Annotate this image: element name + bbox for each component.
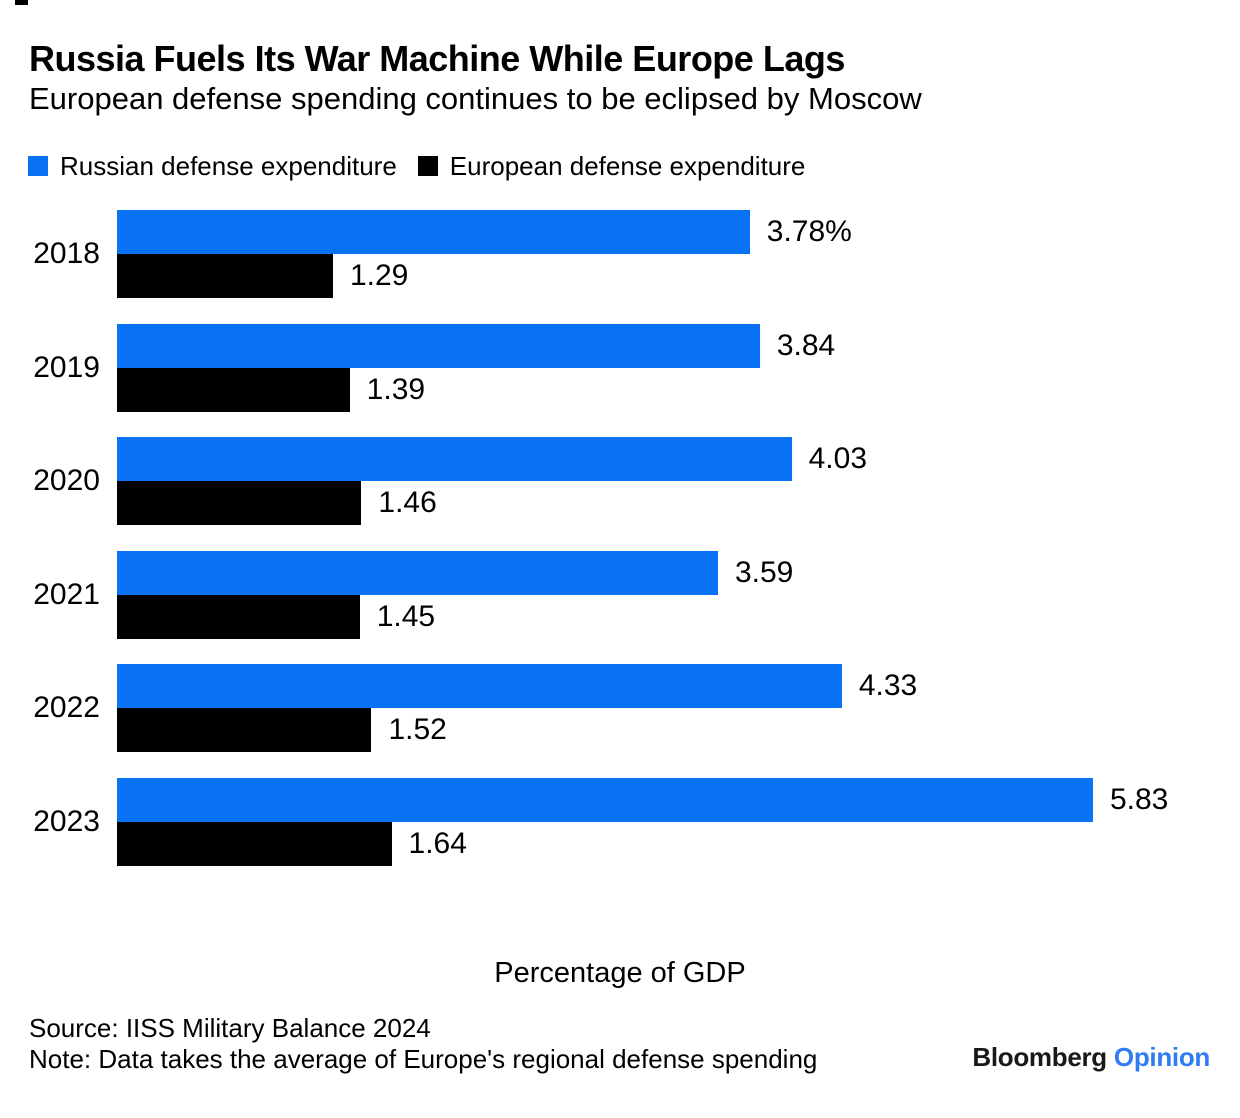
bar-europe-2022 <box>117 708 372 752</box>
bar-line-europe-2019: 1.39 <box>117 367 1210 412</box>
bar-line-russia-2021: 3.59 <box>117 550 1210 595</box>
bar-europe-2020 <box>117 481 362 525</box>
chart-row-2023: 2023 5.83 1.64 <box>29 777 1210 866</box>
bar-russia-2021 <box>117 550 718 595</box>
chart-row-2020: 2020 4.03 1.46 <box>29 437 1210 525</box>
bar-europe-2019 <box>117 367 350 412</box>
value-label-europe-2018: 1.29 <box>349 259 409 292</box>
bar-line-russia-2020: 4.03 <box>117 437 1210 481</box>
value-label-europe-2021: 1.45 <box>376 599 436 633</box>
bar-europe-2023 <box>117 821 392 866</box>
legend-item-europe: European defense expenditure <box>417 151 806 181</box>
bars-group-2023: 5.83 1.64 <box>117 777 1210 866</box>
category-label-2021: 2021 <box>33 577 100 611</box>
bars-group-2022: 4.33 1.52 <box>117 664 1210 752</box>
legend-swatch-europe-icon <box>417 156 438 176</box>
bar-chart-plot-area: 2018 3.78% 1.29 2019 3.84 1.39 2020 4.03 1.46 202… <box>29 210 1210 866</box>
chart-subtitle: European defense spending continues to b… <box>29 81 922 116</box>
category-label-2019: 2019 <box>33 350 100 384</box>
chart-row-2022: 2022 4.33 1.52 <box>29 664 1210 752</box>
category-label-2020: 2020 <box>33 464 100 497</box>
value-label-russia-2020: 4.03 <box>808 442 867 475</box>
category-label-2022: 2022 <box>33 691 100 724</box>
chart-row-2021: 2021 3.59 1.45 <box>29 550 1210 639</box>
bars-group-2021: 3.59 1.45 <box>117 550 1210 639</box>
bar-line-europe-2022: 1.52 <box>117 708 1210 752</box>
value-label-russia-2022: 4.33 <box>858 669 918 702</box>
category-label-2018: 2018 <box>33 237 100 270</box>
bar-line-russia-2022: 4.33 <box>117 664 1210 708</box>
source-note: Source: IISS Military Balance 2024 <box>29 1013 431 1043</box>
legend-swatch-russia-icon <box>28 156 48 176</box>
chart-row-2019: 2019 3.84 1.39 <box>29 323 1210 412</box>
value-label-europe-2022: 1.52 <box>388 713 447 746</box>
bar-russia-2023 <box>117 777 1093 822</box>
corner-tag-mark <box>15 0 28 5</box>
value-label-europe-2019: 1.39 <box>366 372 426 406</box>
category-label-2023: 2023 <box>33 804 100 838</box>
brand-name: Bloomberg <box>972 1042 1107 1072</box>
bar-line-europe-2021: 1.45 <box>117 594 1210 639</box>
chart-title: Russia Fuels Its War Machine While Europ… <box>29 38 845 79</box>
bar-russia-2019 <box>117 323 760 368</box>
bar-line-europe-2023: 1.64 <box>117 821 1210 866</box>
value-label-europe-2023: 1.64 <box>408 826 467 860</box>
bars-group-2018: 3.78% 1.29 <box>117 210 1210 298</box>
bar-russia-2018 <box>117 210 750 254</box>
bar-line-europe-2018: 1.29 <box>117 254 1210 298</box>
legend-item-russia: Russian defense expenditure <box>28 153 397 179</box>
bar-europe-2018 <box>117 254 333 298</box>
chart-footer: Source: IISS Military Balance 2024 Note:… <box>29 1013 1210 1075</box>
value-label-russia-2023: 5.83 <box>1109 782 1169 816</box>
chart-row-2018: 2018 3.78% 1.29 <box>29 210 1210 298</box>
value-label-russia-2019: 3.84 <box>776 328 836 362</box>
bar-europe-2021 <box>117 594 360 639</box>
data-note: Note: Data takes the average of Europe's… <box>29 1044 818 1074</box>
brand-product: Opinion <box>1113 1042 1210 1072</box>
bar-line-russia-2019: 3.84 <box>117 323 1210 368</box>
bar-line-russia-2018: 3.78% <box>117 210 1210 254</box>
bar-line-europe-2020: 1.46 <box>117 481 1210 525</box>
bar-russia-2020 <box>117 437 792 481</box>
value-label-russia-2018: 3.78% <box>766 215 852 248</box>
bar-line-russia-2023: 5.83 <box>117 777 1210 822</box>
legend: Russian defense expenditure European def… <box>28 153 805 179</box>
legend-label-europe: European defense expenditure <box>449 151 806 181</box>
bar-russia-2022 <box>117 664 842 708</box>
legend-label-russia: Russian defense expenditure <box>60 151 397 181</box>
x-axis-label: Percentage of GDP <box>494 957 746 989</box>
bloomberg-opinion-logo: Bloomberg Opinion <box>972 1042 1210 1075</box>
footnotes: Source: IISS Military Balance 2024 Note:… <box>29 1013 817 1075</box>
bars-group-2020: 4.03 1.46 <box>117 437 1210 525</box>
bars-group-2019: 3.84 1.39 <box>117 323 1210 412</box>
value-label-europe-2020: 1.46 <box>378 486 437 519</box>
value-label-russia-2021: 3.59 <box>734 555 794 589</box>
